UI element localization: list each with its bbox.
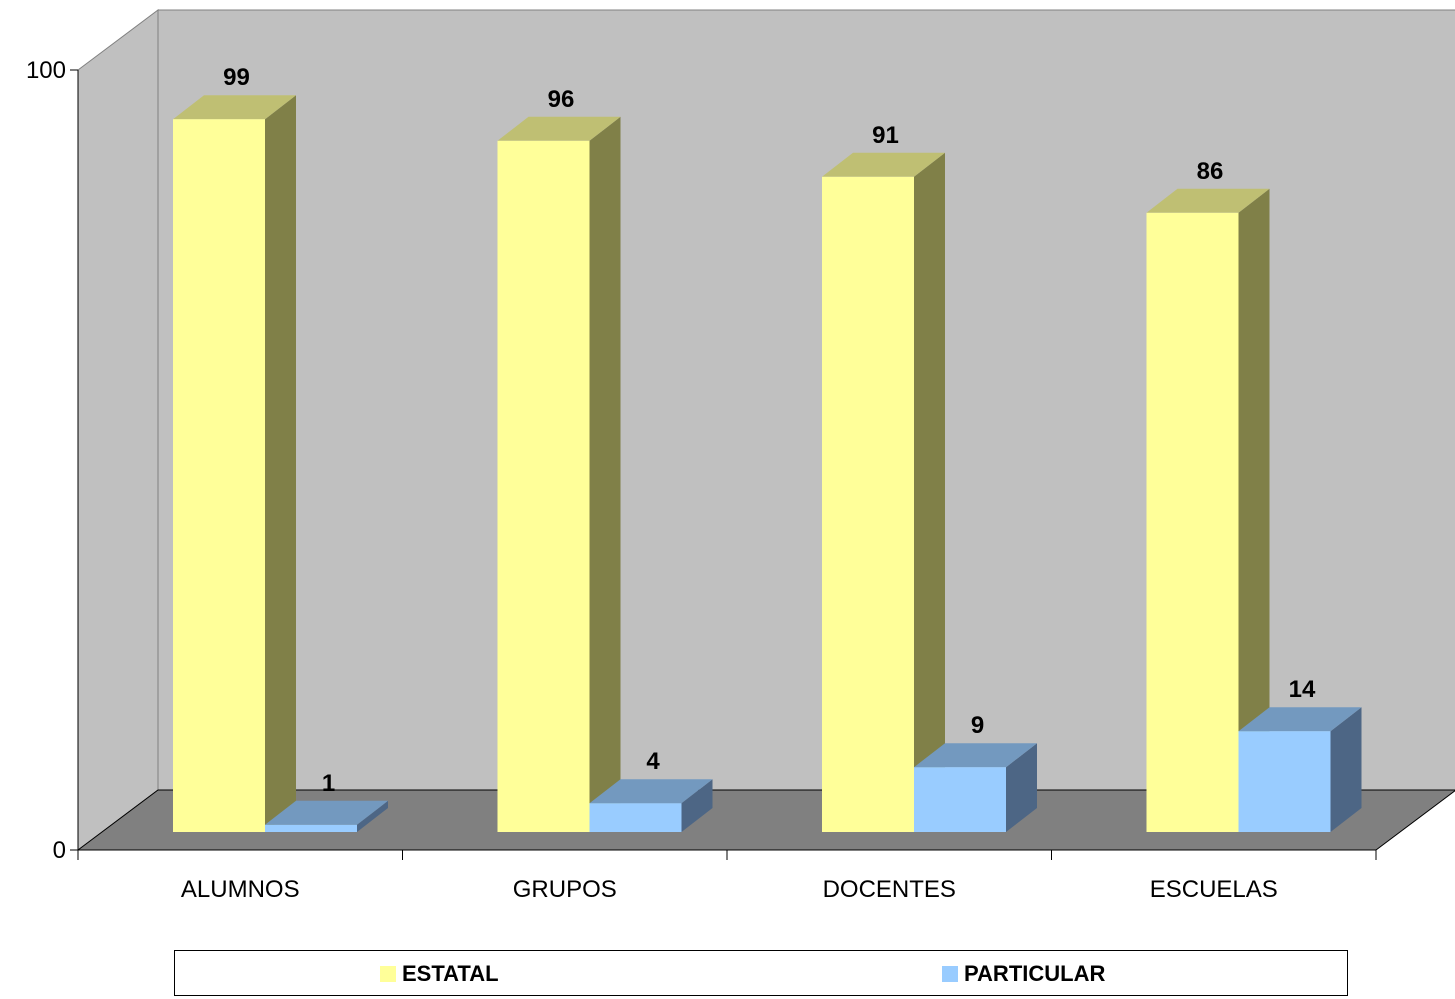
bar-side — [357, 800, 388, 832]
bar — [265, 824, 357, 832]
bar-side — [1006, 743, 1037, 832]
bar — [1146, 212, 1239, 833]
legend-item-estatal: ESTATAL — [380, 962, 499, 986]
chart-legend: ESTATAL PARTICULAR — [174, 950, 1348, 996]
legend-swatch-particular — [942, 966, 958, 982]
bar — [173, 119, 265, 832]
bar-side — [1330, 707, 1362, 832]
data-label: 1 — [322, 770, 335, 797]
data-label: 96 — [548, 86, 575, 113]
legend-label-estatal: ESTATAL — [402, 961, 499, 986]
data-label: 9 — [971, 712, 984, 739]
x-tick-label: ALUMNOS — [181, 876, 300, 903]
bar — [589, 803, 682, 832]
data-label: 86 — [1197, 158, 1224, 185]
chart-labels: ALUMNOS GRUPOS DOCENTES ESCUELAS 99 1 96 4 91 9 86… — [181, 64, 1316, 903]
x-tick-label: GRUPOS — [513, 876, 617, 903]
chart-axes: 0 100 — [26, 57, 1377, 864]
chart-bars — [173, 95, 1362, 833]
bar-top — [914, 743, 1037, 768]
data-label: 91 — [872, 122, 899, 149]
bar-top — [497, 116, 621, 141]
bar-top — [173, 95, 296, 120]
bar — [914, 767, 1006, 832]
bar-side — [1238, 188, 1270, 833]
y-tick-label: 0 — [53, 837, 66, 864]
legend-item-particular: PARTICULAR — [942, 962, 1105, 986]
data-label: 14 — [1289, 676, 1316, 703]
bar — [1238, 731, 1331, 832]
bar — [497, 140, 590, 833]
bar-top — [1238, 707, 1362, 732]
legend-swatch-estatal — [380, 966, 396, 982]
legend-label-particular: PARTICULAR — [964, 961, 1106, 986]
bar-top — [265, 800, 388, 825]
bar-top — [1146, 188, 1270, 213]
bar-side — [914, 152, 945, 833]
x-tick-label: ESCUELAS — [1150, 876, 1278, 903]
chart-walls — [76, 9, 1455, 851]
bar — [822, 176, 914, 833]
bar-side — [265, 95, 296, 832]
bar-side — [681, 779, 713, 832]
data-label: 4 — [646, 748, 660, 775]
side-wall — [77, 9, 159, 851]
x-tick-label: DOCENTES — [823, 876, 956, 903]
bar-top — [822, 152, 945, 177]
data-label: 99 — [223, 64, 250, 91]
y-tick-label: 100 — [26, 57, 66, 84]
bar-side — [589, 116, 621, 833]
bar-top — [589, 779, 713, 804]
